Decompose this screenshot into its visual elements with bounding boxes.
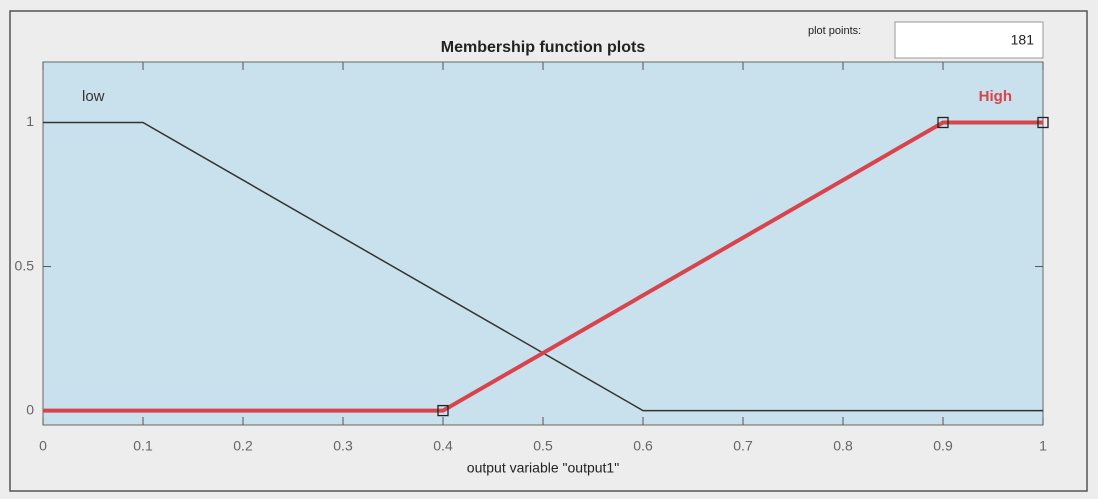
x-axis-label: output variable "output1" [467, 460, 619, 476]
x-tick-label: 0.8 [833, 438, 853, 454]
x-tick-label: 1 [1039, 438, 1047, 454]
mf-line [43, 120, 1043, 413]
x-tick-label: 0.4 [433, 438, 453, 454]
x-tick-label: 0.7 [733, 438, 753, 454]
vertex-marker [437, 404, 449, 417]
x-tick-label: 0.3 [333, 438, 353, 454]
x-tick-label: 0 [39, 438, 47, 454]
vertex-marker [1037, 116, 1049, 129]
plot-points-label: plot points: [808, 25, 861, 37]
plot-points-input[interactable] [894, 21, 1044, 59]
x-tick-label: 0.5 [533, 438, 553, 454]
y-tick-label: 0.5 [15, 257, 35, 273]
x-tick-label: 0.9 [933, 438, 953, 454]
y-tick-label: 1 [26, 113, 34, 129]
x-tick-label: 0.6 [633, 438, 653, 454]
chart-title: Membership function plots [441, 39, 646, 56]
plot-area [42, 61, 1044, 426]
plot-points-value[interactable]: 181 [1011, 32, 1035, 48]
mf-label: low [82, 88, 105, 105]
x-tick-label: 0.2 [233, 438, 253, 454]
y-tick-label: 0 [26, 401, 34, 417]
x-tick-label: 0.1 [133, 438, 153, 454]
mf-label: High [979, 88, 1012, 105]
vertex-marker [937, 116, 949, 129]
panel-frame [9, 10, 1088, 492]
mf-line [43, 121, 1043, 412]
